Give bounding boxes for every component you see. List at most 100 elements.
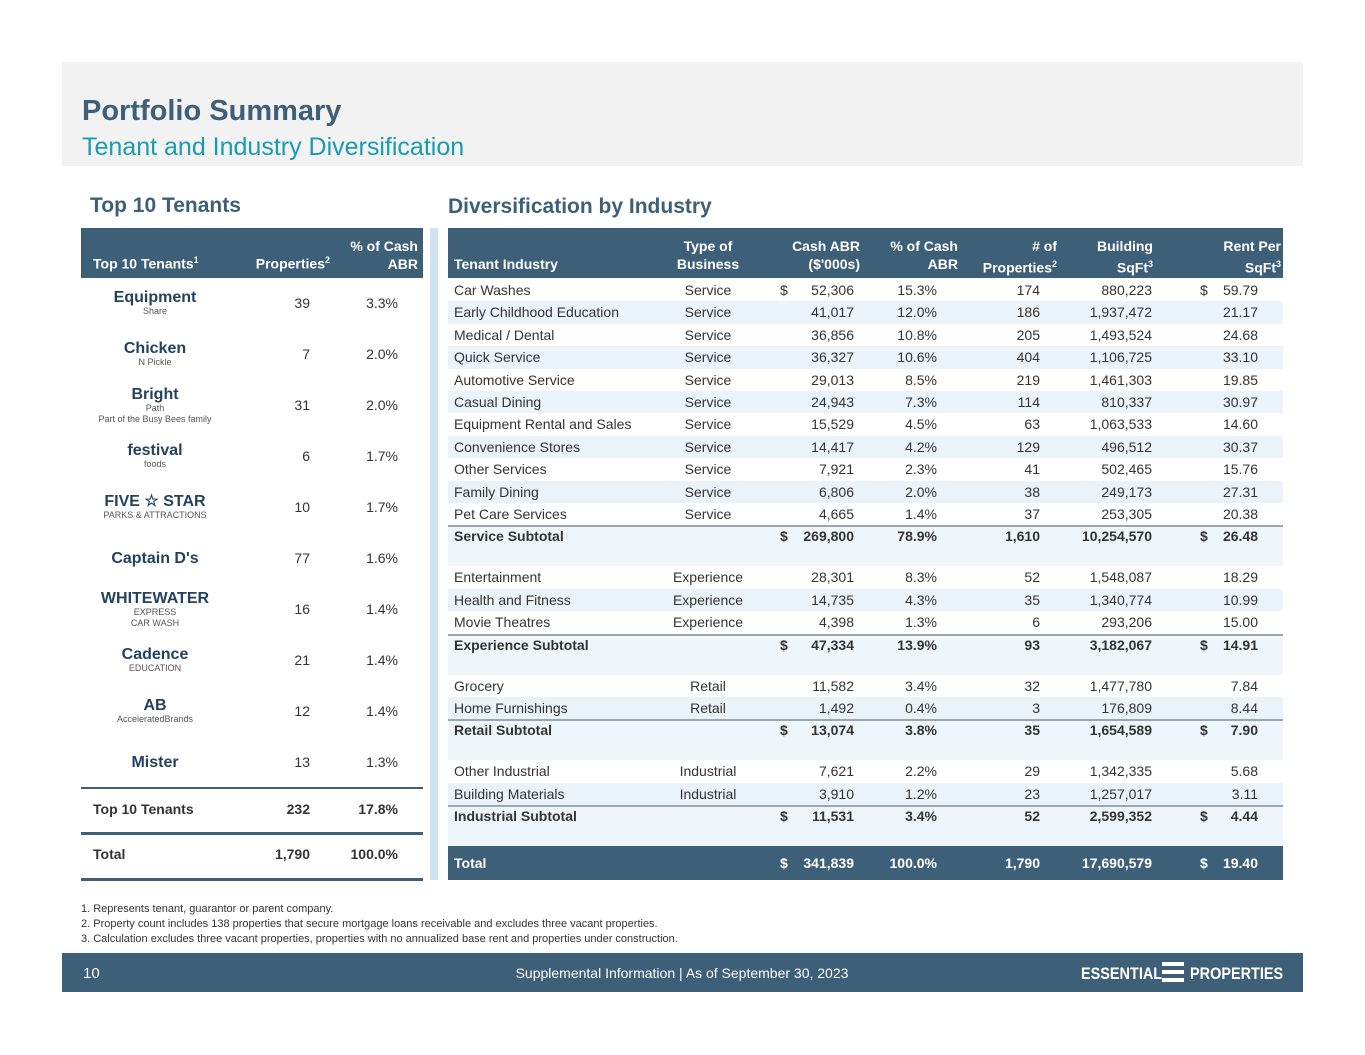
cell: 10.99 xyxy=(1222,591,1258,608)
column-header: Rent Per SqFt3 xyxy=(1160,237,1281,277)
logo-text: N Pickle xyxy=(138,357,172,367)
cell: 11,582 xyxy=(812,677,854,694)
cell: 19.40 xyxy=(1222,855,1258,872)
tenant-logo: Chicken N Pickle xyxy=(90,330,220,378)
rule xyxy=(81,878,423,881)
column-header: Properties2 xyxy=(240,255,330,272)
header-text: Type of Business xyxy=(676,238,740,272)
cell: Grocery xyxy=(454,677,504,694)
column-header: Top 10 Tenants1 xyxy=(93,255,199,272)
cell: 1.3% xyxy=(905,614,937,631)
row-stripe xyxy=(448,346,1283,369)
cell: 10.8% xyxy=(897,326,937,343)
subtitle: Tenant and Industry Diversification xyxy=(82,133,465,161)
cell: Retail Subtotal xyxy=(454,722,553,739)
cell: 7,621 xyxy=(818,763,854,780)
currency: $ xyxy=(1200,855,1208,872)
cell: 6 xyxy=(1032,614,1040,631)
cell: Retail xyxy=(690,677,726,694)
cell: Industrial xyxy=(679,763,737,780)
section-heading: Diversification by Industry xyxy=(448,195,712,218)
pct: 100.0% xyxy=(350,846,398,862)
cell: 30.97 xyxy=(1222,394,1258,410)
cell: 14.91 xyxy=(1222,636,1258,653)
cell: Total xyxy=(454,855,487,872)
cell: 502,465 xyxy=(1101,461,1152,478)
cell: 17,690,579 xyxy=(1081,855,1152,872)
cell: 1,106,725 xyxy=(1089,349,1152,366)
pct: 17.8% xyxy=(358,801,398,817)
row-stripe xyxy=(448,435,1283,459)
logo-text: Cadence xyxy=(121,646,189,663)
cell: Retail xyxy=(690,700,726,716)
superscript: 2 xyxy=(1051,259,1057,269)
cell: 38 xyxy=(1024,483,1040,500)
cell: 23 xyxy=(1024,785,1040,802)
pct: 1.7% xyxy=(366,499,398,515)
subtotal-band xyxy=(448,805,1283,847)
currency: $ xyxy=(780,528,788,545)
cell: Service xyxy=(684,483,732,500)
cell: 20.38 xyxy=(1222,506,1258,522)
cell: 0.4% xyxy=(905,700,937,716)
currency: $ xyxy=(780,282,788,298)
tenant-logo: Mister xyxy=(90,738,220,786)
cell: 27.31 xyxy=(1222,483,1258,500)
cell: 28,301 xyxy=(811,569,854,586)
cell: 293,206 xyxy=(1101,614,1152,631)
currency: $ xyxy=(780,808,788,825)
currency: $ xyxy=(1200,722,1208,739)
cell: 1,610 xyxy=(1004,528,1040,545)
superscript: 3 xyxy=(1275,259,1281,269)
cell: 15.00 xyxy=(1222,614,1258,631)
cell: 1.4% xyxy=(905,506,937,522)
tenant-logo: Captain D's xyxy=(90,534,220,582)
properties: 6 xyxy=(302,448,310,464)
cell: 1,340,774 xyxy=(1089,591,1152,608)
cell: 3.11 xyxy=(1231,785,1258,802)
cell: 59.79 xyxy=(1222,282,1258,298)
cell: 3,910 xyxy=(818,785,854,802)
cell: 205 xyxy=(1016,326,1040,343)
cell: 1,493,524 xyxy=(1089,326,1152,343)
properties: 16 xyxy=(294,601,310,617)
cell: 496,512 xyxy=(1101,438,1152,455)
row-stripe xyxy=(448,480,1283,503)
cell: 12.0% xyxy=(897,304,937,321)
cell: 41 xyxy=(1024,461,1040,478)
superscript: 2 xyxy=(324,255,330,265)
footnote: 2. Property count includes 138 propertie… xyxy=(81,918,658,930)
cell: 1,257,017 xyxy=(1089,785,1152,802)
cell: Service xyxy=(684,304,732,321)
cell: 8.5% xyxy=(905,371,937,388)
cell: Casual Dining xyxy=(454,394,542,410)
header-text: % of Cash ABR xyxy=(350,238,418,272)
cell: 4,665 xyxy=(818,506,854,522)
cell: Medical / Dental xyxy=(454,326,555,343)
properties: 10 xyxy=(294,499,310,515)
cell: 1,461,303 xyxy=(1089,371,1152,388)
cell: 174 xyxy=(1016,282,1040,298)
header-text: Top 10 Tenants xyxy=(93,255,194,272)
cell: 52 xyxy=(1024,808,1040,825)
logo-text: festival xyxy=(127,442,183,459)
cell: 52,306 xyxy=(811,282,854,298)
cell: 8.44 xyxy=(1230,700,1258,716)
cell: Experience xyxy=(672,569,744,586)
pct: 2.0% xyxy=(366,346,398,362)
cell: 249,173 xyxy=(1101,483,1152,500)
rule xyxy=(81,787,423,789)
cell: 7.3% xyxy=(905,394,937,410)
divider xyxy=(430,228,438,880)
header-text: Building SqFt xyxy=(1097,238,1153,276)
row-stripe xyxy=(448,588,1283,612)
tenant-logo: Equipment Share xyxy=(90,279,220,327)
tenant-logo: Bright Path Part of the Busy Bees family xyxy=(90,381,220,429)
footnote: 1. Represents tenant, guarantor or paren… xyxy=(81,903,334,915)
tenant-logo: Cadence EDUCATION xyxy=(90,636,220,684)
footer-band xyxy=(62,953,1303,992)
cell: Service Subtotal xyxy=(454,528,564,545)
pct: 1.7% xyxy=(366,448,398,464)
cell: Experience xyxy=(672,591,744,608)
logo-text: PARKS & ATTRACTIONS xyxy=(103,510,207,520)
